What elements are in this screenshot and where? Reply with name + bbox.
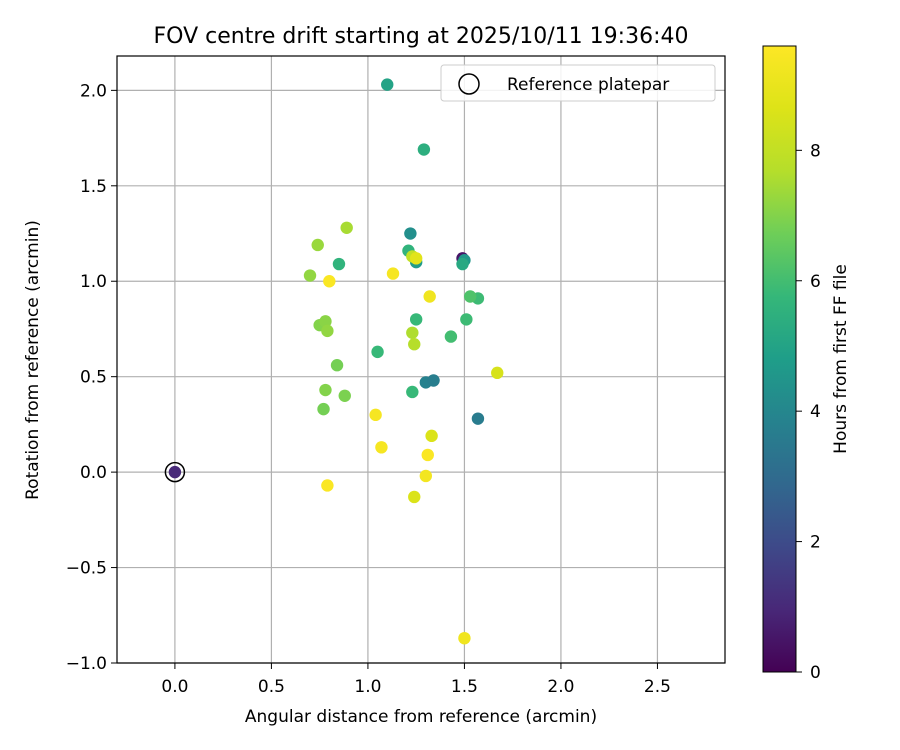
scatter-point: [406, 326, 419, 339]
scatter-point: [317, 402, 330, 416]
scatter-point: [425, 429, 438, 443]
x-tick-label: 0.5: [258, 677, 285, 697]
scatter-point: [464, 290, 477, 303]
colorbar-ticks: 0 2 4 6 8: [796, 141, 821, 683]
legend-box: [440, 64, 716, 102]
scatter-point: [427, 374, 440, 387]
data-points: [164, 78, 504, 645]
scatter-point: [458, 631, 471, 645]
chart-title: FOV centre drift starting at 2025/10/11 …: [154, 24, 689, 49]
x-axis-label: Angular distance from reference (arcmin): [245, 707, 597, 727]
scatter-point: [423, 290, 436, 303]
scatter-point: [444, 330, 458, 343]
scatter-point: [332, 257, 346, 271]
scatter-point: [406, 385, 419, 399]
y-tick-label: 0.0: [80, 463, 107, 483]
scatter-point: [319, 315, 332, 328]
scatter-point: [371, 345, 384, 359]
x-tick-label: 2.5: [644, 677, 671, 697]
scatter-point: [375, 441, 388, 454]
scatter-point: [456, 257, 469, 271]
scatter-point: [421, 448, 434, 462]
scatter-point: [338, 389, 351, 402]
colorbar-tick-label: 0: [810, 663, 821, 683]
y-tick-label: 1.0: [80, 272, 107, 292]
scatter-point: [303, 269, 317, 282]
scatter-point: [460, 313, 473, 326]
scatter-point: [404, 227, 417, 240]
scatter-point: [409, 313, 423, 326]
scatter-point: [321, 324, 334, 338]
colorbar-tick-label: 8: [810, 141, 821, 161]
colorbar-tick-label: 6: [810, 272, 821, 292]
scatter-point: [323, 275, 336, 288]
x-tick-label: 2.0: [547, 677, 574, 697]
colorbar-gradient: [762, 45, 797, 673]
scatter-point: [340, 221, 353, 234]
y-tick-label: 1.5: [80, 177, 107, 197]
legend-marker-icon: [458, 73, 480, 95]
x-tick-label: 1.0: [354, 677, 381, 697]
x-axis-ticks: 0.0 0.5 1.0 1.5 2.0 2.5: [161, 663, 671, 697]
y-tick-label: −0.5: [66, 559, 107, 579]
x-tick-label: 0.0: [161, 677, 188, 697]
y-axis-label: Rotation from reference (arcmin): [23, 220, 43, 500]
scatter-point: [381, 78, 394, 91]
plot-frame: [116, 55, 726, 664]
scatter-point: [471, 412, 485, 425]
scatter-point: [311, 238, 324, 252]
scatter-point: [386, 267, 400, 280]
colorbar-tick-label: 4: [810, 402, 821, 422]
colorbar-label: Hours from first FF file: [831, 264, 851, 454]
scatter-point: [408, 490, 421, 504]
scatter-point: [319, 383, 332, 397]
legend-entry-reference: Reference platepar: [507, 75, 669, 95]
reference-point: [168, 465, 182, 479]
scatter-point: [321, 479, 334, 492]
legend: Reference platepar: [440, 64, 716, 102]
y-tick-label: 2.0: [80, 81, 107, 101]
colorbar: 0 2 4 6 8 Hours from first FF file: [762, 45, 851, 683]
x-tick-label: 1.5: [451, 677, 478, 697]
scatter-point: [330, 359, 344, 372]
scatter-point: [417, 143, 431, 156]
scatter-point: [491, 366, 504, 380]
y-axis-ticks: −1.0 −0.5 0.0 0.5 1.0 1.5 2.0: [66, 81, 117, 674]
reference-platepar-marker: [164, 461, 186, 483]
scatter-point: [409, 252, 423, 265]
colorbar-tick-label: 2: [810, 533, 821, 553]
y-tick-label: 0.5: [80, 368, 107, 388]
scatter-point: [419, 469, 433, 483]
scatter-point: [369, 408, 382, 422]
y-tick-label: −1.0: [66, 654, 107, 674]
scatter-point: [408, 338, 421, 351]
